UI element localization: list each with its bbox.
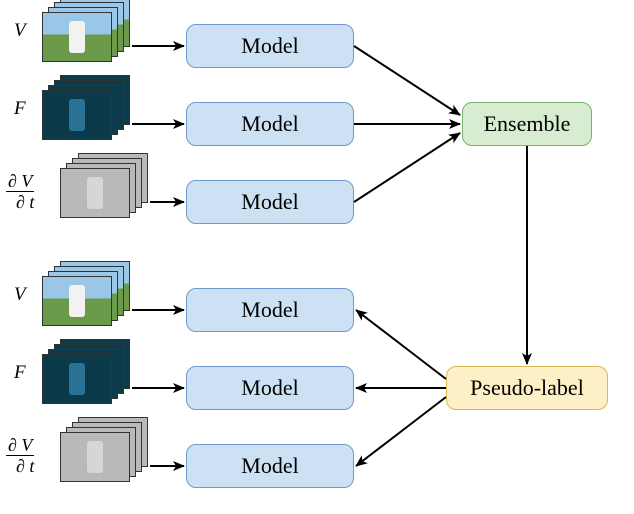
model-box-bottom-2: Model [186, 366, 354, 410]
model-box-top-2: Model [186, 102, 354, 146]
label-V-bottom: V [14, 284, 26, 306]
frac-den: ∂ t [6, 456, 34, 475]
label-F-top: F [14, 98, 26, 120]
model-box-top-1: Model [186, 24, 354, 68]
label-F-bottom: F [14, 362, 26, 384]
stack-flow-top [42, 90, 132, 160]
diagram-canvas: { "layout": { "width": 634, "height": 51… [0, 0, 634, 514]
frac-num: ∂ V [6, 436, 34, 456]
frac-den: ∂ t [6, 192, 34, 211]
model-box-top-3: Model [186, 180, 354, 224]
stack-rgb-bottom [42, 276, 132, 346]
ensemble-box: Ensemble [462, 102, 592, 146]
label-dVdt-bottom: ∂ V ∂ t [6, 436, 34, 475]
frac-num: ∂ V [6, 172, 34, 192]
label-dVdt-top: ∂ V ∂ t [6, 172, 34, 211]
stack-flow-bottom [42, 354, 132, 424]
stack-grad-top [60, 168, 150, 238]
stack-rgb-top [42, 12, 132, 82]
stack-grad-bottom [60, 432, 150, 502]
model-box-bottom-1: Model [186, 288, 354, 332]
pseudo-label-box: Pseudo-label [446, 366, 608, 410]
label-V-top: V [14, 20, 26, 42]
model-box-bottom-3: Model [186, 444, 354, 488]
